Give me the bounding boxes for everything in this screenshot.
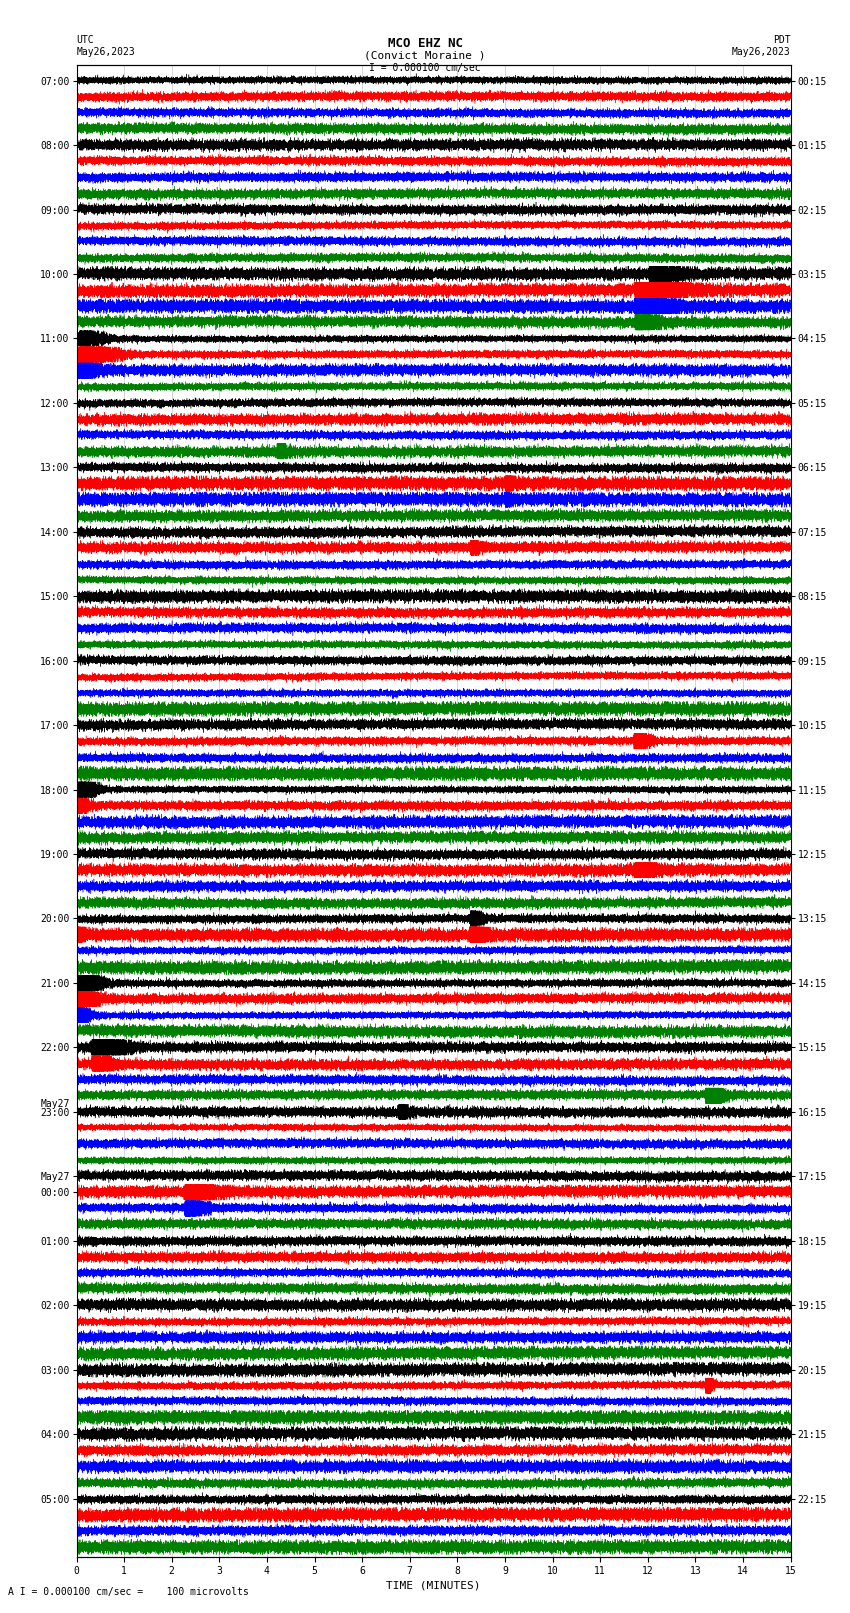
- Text: UTC: UTC: [76, 35, 94, 45]
- Text: I = 0.000100 cm/sec: I = 0.000100 cm/sec: [369, 63, 481, 73]
- X-axis label: TIME (MINUTES): TIME (MINUTES): [386, 1581, 481, 1590]
- Text: May27: May27: [40, 1098, 70, 1108]
- Text: MCO EHZ NC: MCO EHZ NC: [388, 37, 462, 50]
- Text: May26,2023: May26,2023: [732, 47, 791, 56]
- Text: A I = 0.000100 cm/sec =    100 microvolts: A I = 0.000100 cm/sec = 100 microvolts: [8, 1587, 249, 1597]
- Text: May26,2023: May26,2023: [76, 47, 135, 56]
- Text: PDT: PDT: [773, 35, 790, 45]
- Text: (Convict Moraine ): (Convict Moraine ): [365, 50, 485, 60]
